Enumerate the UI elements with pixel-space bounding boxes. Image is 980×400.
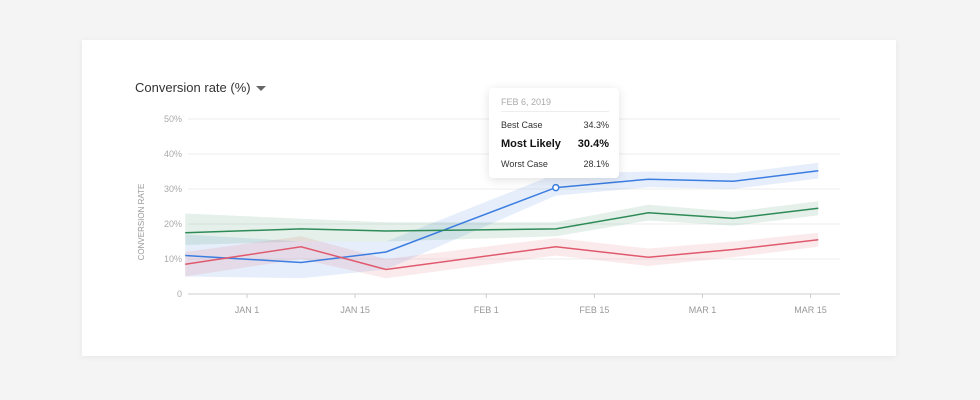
y-tick-label: 10% <box>164 254 182 264</box>
tooltip-row-worst: Worst Case 28.1% <box>501 159 609 169</box>
tooltip-value: 28.1% <box>583 159 609 169</box>
x-tick-label: JAN 1 <box>235 305 260 315</box>
chevron-down-icon[interactable] <box>256 86 266 91</box>
x-tick-label: FEB 15 <box>579 305 609 315</box>
tooltip-divider <box>501 111 609 112</box>
y-tick-label: 50% <box>164 114 182 124</box>
tooltip-row-likely: Most Likely 30.4% <box>501 138 609 150</box>
y-tick-label: 40% <box>164 149 182 159</box>
x-tick-label: MAR 1 <box>689 305 717 315</box>
x-tick-label: MAR 15 <box>794 305 827 315</box>
tooltip: FEB 6, 2019 Best Case 34.3% Most Likely 30… <box>489 88 619 178</box>
metric-title[interactable]: Conversion rate (%) <box>135 80 251 95</box>
y-axis-label: CONVERSION RATE <box>137 184 146 261</box>
y-tick-label: 0 <box>177 289 182 299</box>
confidence-band <box>185 232 819 279</box>
tooltip-label: Best Case <box>501 120 543 130</box>
y-tick-label: 30% <box>164 184 182 194</box>
highlight-point <box>552 183 560 192</box>
confidence-band <box>185 162 819 279</box>
tooltip-row-best: Best Case 34.3% <box>501 120 609 130</box>
tooltip-date: FEB 6, 2019 <box>501 97 552 107</box>
confidence-band <box>185 201 819 245</box>
x-tick-label: FEB 1 <box>474 305 499 315</box>
tooltip-label: Most Likely <box>501 138 561 150</box>
x-tick-label: JAN 15 <box>340 305 370 315</box>
y-tick-label: 20% <box>164 219 182 229</box>
tooltip-value: 34.3% <box>583 120 609 130</box>
tooltip-value: 30.4% <box>577 138 609 150</box>
tooltip-label: Worst Case <box>501 159 548 169</box>
